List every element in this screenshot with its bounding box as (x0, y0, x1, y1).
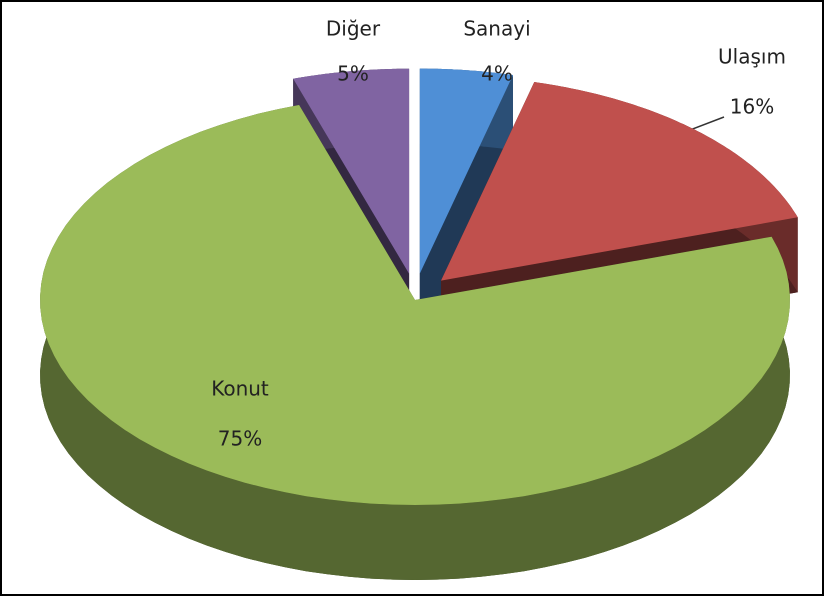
slice (419, 68, 513, 274)
leader-line (689, 116, 725, 131)
slice-label-value: 16% (730, 95, 774, 119)
slice-label-name: Sanayi (463, 17, 530, 41)
slice-label-value: 75% (218, 427, 262, 451)
slice-label-name: Konut (211, 377, 269, 401)
slice (293, 68, 410, 274)
slice-label-name: Ulaşım (718, 45, 786, 69)
slice-label-name: Diğer (326, 17, 381, 41)
slice-label-value: 5% (337, 62, 369, 86)
slice (441, 82, 798, 281)
slice (40, 105, 790, 505)
slice-label-value: 4% (481, 62, 513, 86)
